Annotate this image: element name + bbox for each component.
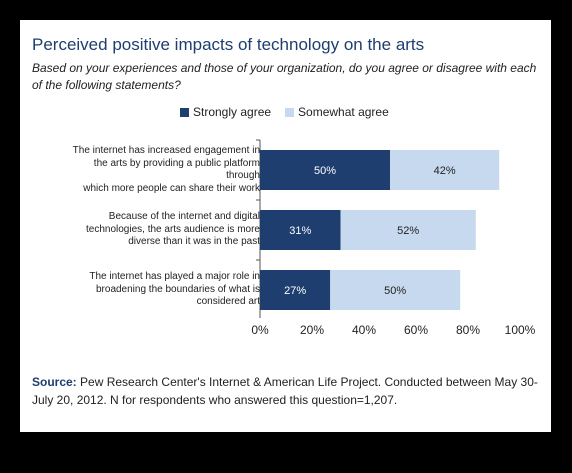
category-label-line: diverse than it was in the past	[128, 236, 260, 248]
category-label-line: considered art	[196, 296, 260, 308]
bar-strongly-agree	[260, 270, 331, 310]
x-tick-label: 100%	[505, 323, 536, 337]
bar-somewhat-agree	[330, 270, 461, 310]
legend: Strongly agree Somewhat agree	[180, 105, 403, 119]
category-label-line: The internet has played a major role in	[89, 271, 260, 283]
source-text: Pew Research Center's Internet & America…	[32, 375, 538, 407]
category-label: The internet has played a major role in b…	[25, 271, 260, 309]
category-label-line: broadening the boundaries of what is	[95, 283, 260, 295]
legend-item-strongly-agree: Strongly agree	[180, 105, 271, 119]
bar-somewhat-agree	[340, 210, 476, 250]
category-label-line: The internet has increased engagement in	[72, 145, 260, 156]
category-label-line: through	[226, 170, 260, 181]
bar-value-label: 42%	[434, 165, 456, 177]
category-label-line: technologies, the arts audience is more	[86, 223, 260, 235]
legend-label-somewhat-agree: Somewhat agree	[298, 105, 389, 119]
bar-value-label: 31%	[289, 225, 311, 237]
x-tick-label: 20%	[300, 323, 324, 337]
chart-title: Perceived positive impacts of technology…	[32, 35, 425, 54]
bar-value-label: 27%	[284, 285, 306, 297]
bar-value-label: 52%	[397, 225, 419, 237]
legend-label-strongly-agree: Strongly agree	[193, 105, 272, 119]
category-label: The internet has increased engagement in…	[25, 145, 260, 195]
chart-panel: Perceived positive impacts of technology…	[20, 20, 551, 432]
category-label-line: Because of the internet and digital	[108, 211, 260, 223]
bar-strongly-agree	[260, 210, 341, 250]
x-tick-label: 40%	[352, 323, 376, 337]
bar-chart: 50% 42% 31% 52% 27% 50% 0% 20% 40% 60% 80% 100%	[251, 139, 536, 337]
source-note: Source: Pew Research Center's Internet &…	[32, 373, 547, 409]
x-tick-label: 80%	[456, 323, 480, 337]
bar-value-label: 50%	[384, 285, 406, 297]
category-label-line: the arts by providing a public platform	[93, 157, 260, 169]
chart-subtitle: Based on your experiences and those of y…	[32, 61, 537, 92]
bar-strongly-agree	[260, 150, 390, 190]
bar-somewhat-agree	[390, 150, 500, 190]
x-tick-label: 0%	[251, 323, 269, 337]
legend-swatch-somewhat-agree	[285, 107, 295, 117]
source-label: Source:	[32, 375, 77, 389]
category-label: Because of the internet and digital techn…	[25, 211, 260, 249]
category-label-line: which more people can share their work	[83, 182, 260, 194]
bar-value-label: 50%	[314, 165, 336, 177]
legend-item-somewhat-agree: Somewhat agree	[285, 105, 389, 119]
x-tick-label: 60%	[404, 323, 428, 337]
legend-swatch-strongly-agree	[180, 107, 189, 117]
